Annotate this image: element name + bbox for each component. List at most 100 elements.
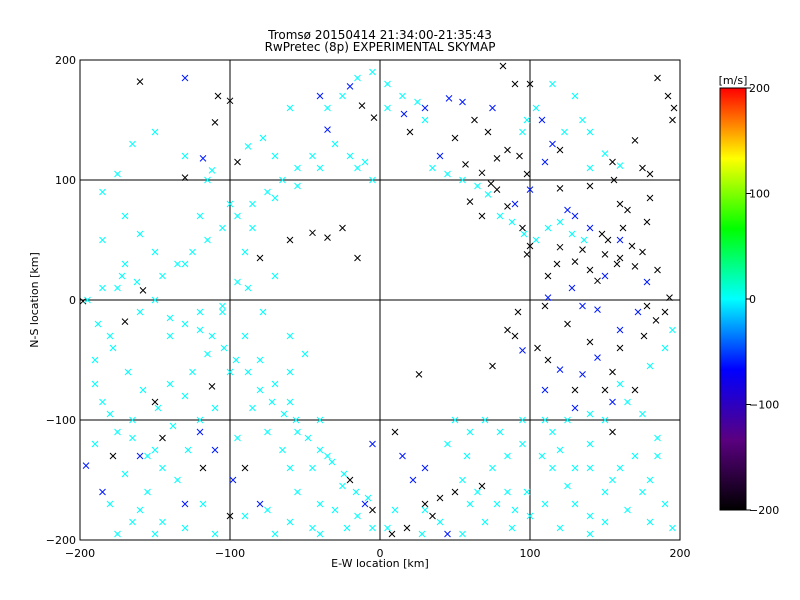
- data-point-371: [324, 104, 331, 112]
- data-point-348: [232, 356, 240, 364]
- data-point-387: [532, 236, 540, 244]
- data-point-252: [331, 140, 339, 148]
- data-point-159: [259, 134, 267, 142]
- data-point-284: [286, 368, 294, 376]
- data-point-353: [292, 416, 300, 424]
- data-point-105: [369, 506, 376, 514]
- data-point-365: [234, 212, 241, 220]
- data-point-374: [369, 68, 376, 76]
- data-point-136: [544, 294, 552, 301]
- data-point-163: [181, 260, 189, 268]
- data-point-218: [639, 410, 646, 418]
- data-point-287: [309, 464, 316, 472]
- data-point-77: [523, 251, 531, 258]
- data-point-80: [564, 320, 571, 328]
- data-point-310: [571, 464, 579, 472]
- data-point-115: [421, 104, 429, 112]
- data-point-378: [421, 116, 429, 124]
- data-point-111: [346, 83, 354, 90]
- x-tick-label-2: 0: [377, 547, 384, 560]
- data-point-264: [286, 518, 294, 526]
- data-point-160: [208, 167, 216, 174]
- data-point-370: [309, 152, 316, 160]
- colorbar-tick-label-4: −200: [749, 504, 779, 517]
- data-point-83: [643, 302, 651, 310]
- data-point-35: [556, 146, 564, 154]
- data-point-10: [139, 287, 147, 294]
- data-point-278: [226, 368, 234, 376]
- data-point-244: [99, 188, 106, 196]
- data-point-360: [159, 272, 166, 280]
- data-point-4: [234, 158, 241, 166]
- data-point-282: [286, 332, 294, 340]
- data-point-69: [544, 272, 552, 280]
- x-axis-label: E-W location [km]: [331, 557, 429, 570]
- data-point-110: [199, 155, 207, 162]
- data-point-86: [652, 317, 660, 324]
- data-point-254: [294, 182, 301, 190]
- data-point-67: [579, 246, 586, 253]
- data-point-127: [586, 224, 594, 232]
- data-point-372: [339, 92, 346, 100]
- data-point-41: [670, 104, 678, 112]
- data-point-197: [391, 506, 399, 514]
- data-point-326: [669, 326, 676, 334]
- data-point-384: [496, 212, 504, 220]
- data-point-306: [639, 488, 646, 496]
- data-point-253: [316, 164, 324, 172]
- data-point-118: [436, 152, 444, 160]
- data-point-2: [226, 97, 234, 105]
- data-point-145: [99, 488, 106, 496]
- data-point-204: [481, 518, 489, 526]
- data-point-189: [519, 128, 526, 136]
- data-point-373: [354, 74, 361, 82]
- data-point-173: [114, 530, 121, 538]
- data-point-307: [624, 506, 631, 514]
- data-point-333: [154, 404, 162, 412]
- data-point-230: [189, 368, 196, 376]
- data-point-270: [271, 380, 279, 388]
- x-axis-ticks: −200 −100 0 100 200: [65, 60, 691, 560]
- data-point-57: [628, 242, 636, 250]
- data-point-140: [579, 371, 586, 378]
- data-point-317: [466, 428, 474, 436]
- data-point-94: [504, 326, 511, 334]
- data-point-295: [523, 488, 531, 496]
- data-point-239: [204, 176, 211, 184]
- y-axis-label: N-S location [km]: [28, 252, 41, 348]
- data-point-303: [661, 500, 669, 508]
- data-point-279: [244, 284, 252, 292]
- data-point-237: [249, 224, 256, 232]
- data-point-313: [519, 440, 526, 448]
- data-point-214: [549, 428, 556, 436]
- data-point-107: [391, 428, 399, 436]
- data-point-358: [352, 488, 360, 496]
- data-point-27: [484, 128, 492, 136]
- data-point-215: [586, 440, 594, 448]
- data-point-379: [429, 164, 436, 172]
- data-point-174: [346, 152, 354, 160]
- data-point-366: [249, 200, 256, 208]
- data-point-272: [249, 404, 256, 412]
- data-point-383: [484, 191, 492, 198]
- data-point-322: [586, 410, 594, 418]
- data-point-152: [369, 440, 376, 448]
- data-point-22: [358, 102, 366, 109]
- data-point-44: [646, 170, 654, 178]
- data-point-308: [601, 518, 609, 526]
- data-point-182: [586, 128, 594, 136]
- data-point-23: [370, 114, 378, 121]
- data-point-265: [316, 530, 324, 538]
- data-point-122: [541, 158, 549, 166]
- data-point-63: [594, 277, 601, 285]
- data-point-325: [661, 344, 669, 352]
- data-point-21: [354, 254, 361, 262]
- data-point-33: [487, 180, 495, 187]
- data-point-47: [610, 176, 618, 184]
- data-point-356: [328, 458, 336, 466]
- data-point-42: [669, 116, 676, 124]
- data-point-90: [571, 386, 579, 394]
- data-point-186: [561, 128, 568, 136]
- data-point-274: [279, 446, 286, 454]
- data-point-154: [409, 476, 417, 484]
